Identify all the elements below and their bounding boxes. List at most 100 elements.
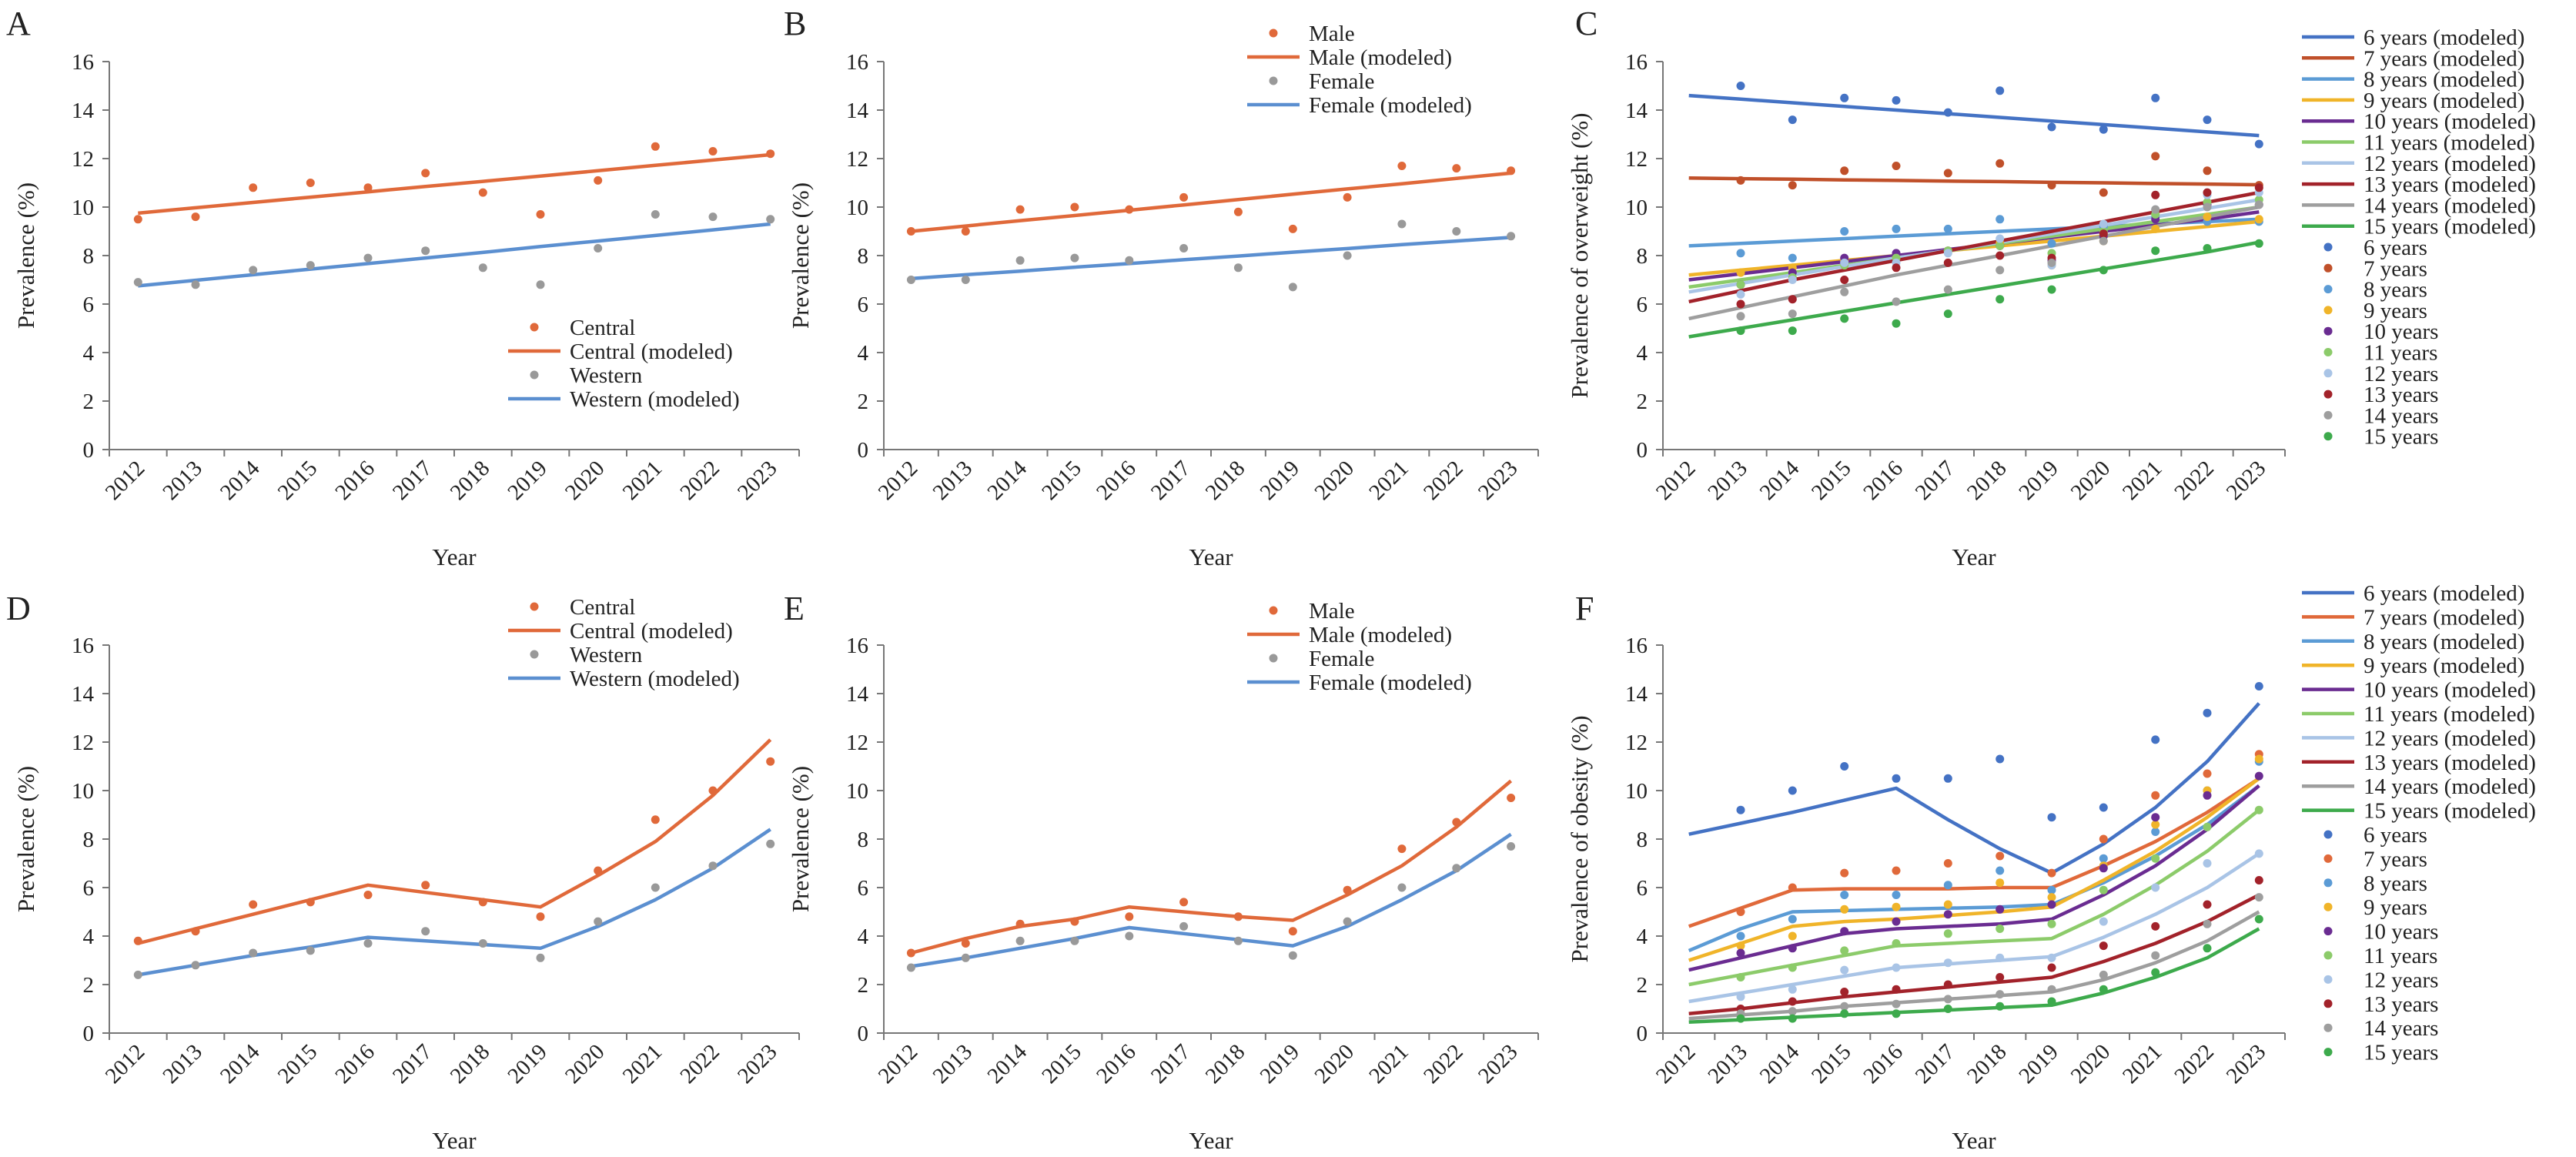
series-14-years-point [2203, 202, 2212, 212]
series-10-years-point [1788, 944, 1797, 953]
legend-label: 8 years [2364, 871, 2427, 896]
x-tick-label: 2016 [1858, 1039, 1908, 1088]
series-7-years-point [2099, 834, 2108, 844]
series-12-years-point [2203, 859, 2212, 868]
series-15-years-point [2099, 985, 2108, 994]
legend-point-swatch [1269, 654, 1278, 663]
series-13-years-point [1943, 258, 1952, 267]
series-western-point [536, 280, 545, 289]
series-11-years-point [1840, 946, 1849, 955]
x-tick-label: 2022 [2170, 456, 2219, 505]
series-central-point [766, 757, 775, 766]
series-13-years-point [2099, 229, 2108, 239]
x-tick-label: 2019 [503, 1039, 552, 1088]
x-tick-label: 2022 [2170, 1039, 2219, 1088]
legend-label: Western (modeled) [570, 667, 740, 691]
legend-label: 15 years (modeled) [2364, 799, 2536, 824]
series-15-years-point [2047, 285, 2056, 294]
legend-label: Male (modeled) [1309, 45, 1452, 70]
legend-label: 7 years [2364, 847, 2427, 871]
series-male-point [906, 948, 915, 958]
series-6-years-point [2203, 115, 2212, 125]
series-13-years-point [1892, 263, 1901, 273]
series-14-years-point [1996, 266, 2005, 275]
legend-label: 9 years [2364, 299, 2427, 323]
series-female-point [1015, 256, 1025, 265]
x-tick-label: 2021 [618, 456, 667, 505]
legend-label: 9 years (modeled) [2364, 654, 2524, 678]
y-tick-label: 2 [858, 973, 869, 998]
series-female-point [1397, 883, 1407, 892]
series-10-years-point [1996, 905, 2005, 914]
series-15-years-point [1943, 309, 1952, 319]
series-15-years-point [2151, 968, 2160, 977]
series-12-years-point [1788, 985, 1797, 994]
y-tick-label: 4 [858, 341, 869, 366]
series-male-point [1125, 912, 1134, 921]
series-9-years-point [2254, 754, 2263, 764]
series-12-years-point [1840, 258, 1849, 267]
panel-letter: A [6, 5, 31, 42]
legend-point-swatch [2323, 390, 2333, 399]
series-13-years-point [1788, 295, 1797, 304]
series-male-point [961, 939, 970, 948]
legend-label: 15 years [2364, 425, 2438, 450]
y-tick-label: 4 [83, 341, 95, 366]
y-tick-label: 2 [83, 390, 95, 414]
series-central-point [536, 210, 545, 219]
y-tick-label: 6 [83, 876, 95, 901]
legend-label: 6 years [2364, 236, 2427, 260]
series-14-years-point [1788, 1007, 1797, 1016]
series-female-point [1507, 842, 1516, 851]
series-14-years-point [1736, 312, 1745, 321]
y-tick-label: 12 [1625, 731, 1648, 755]
series-12-years-point [2254, 849, 2263, 858]
legend-label: Male [1309, 599, 1355, 624]
series-6-years-modeled-line [1688, 702, 2260, 875]
series-6-years-point [1996, 754, 2005, 764]
series-13-years-point [1840, 988, 1849, 996]
series-central-point [594, 176, 603, 185]
y-tick-label: 8 [83, 244, 95, 269]
y-axis-label: Prevalence (%) [12, 766, 39, 912]
series-male-point [961, 227, 970, 236]
series-central-point [306, 898, 315, 907]
series-15-years-point [2254, 239, 2263, 248]
series-13-years-modeled-line [1688, 190, 2260, 304]
y-tick-label: 4 [1637, 341, 1648, 366]
series-male-point [1015, 919, 1025, 928]
series-11-years-point [1996, 925, 2005, 933]
series-9-years-point [2151, 820, 2160, 829]
series-14-years-point [2151, 951, 2160, 960]
series-15-years-point [1892, 319, 1901, 328]
x-tick-label: 2017 [388, 1039, 437, 1088]
x-tick-label: 2018 [1962, 456, 2012, 505]
series-7-years-point [1892, 162, 1901, 170]
series-western-point [191, 961, 200, 970]
y-tick-label: 0 [83, 1022, 95, 1046]
series-female-point [1125, 931, 1134, 941]
series-female-point [1070, 936, 1079, 945]
panel-letter: E [784, 590, 805, 627]
series-central-point [249, 900, 258, 909]
legend-label: Western (modeled) [570, 387, 740, 412]
series-6-years-point [2254, 682, 2263, 691]
series-western-point [708, 212, 718, 222]
y-tick-label: 8 [1637, 244, 1648, 269]
series-9-years-point [2254, 215, 2263, 224]
series-15-years-point [1996, 295, 2005, 304]
legend-label: Western [570, 643, 643, 667]
x-tick-label: 2018 [1962, 1039, 2012, 1088]
series-6-years-point [2047, 813, 2056, 822]
series-6-years-point [1736, 805, 1745, 814]
series-13-years-point [1892, 985, 1901, 994]
legend-label: 11 years [2364, 341, 2437, 366]
x-tick-label: 2016 [1858, 456, 1908, 505]
series-15-years-point [1840, 314, 1849, 323]
y-tick-label: 8 [83, 828, 95, 852]
series-11-years-point [2099, 885, 2108, 895]
y-tick-label: 14 [846, 99, 869, 123]
series-8-years-point [1892, 891, 1901, 899]
series-female-modeled-line [911, 236, 1511, 281]
